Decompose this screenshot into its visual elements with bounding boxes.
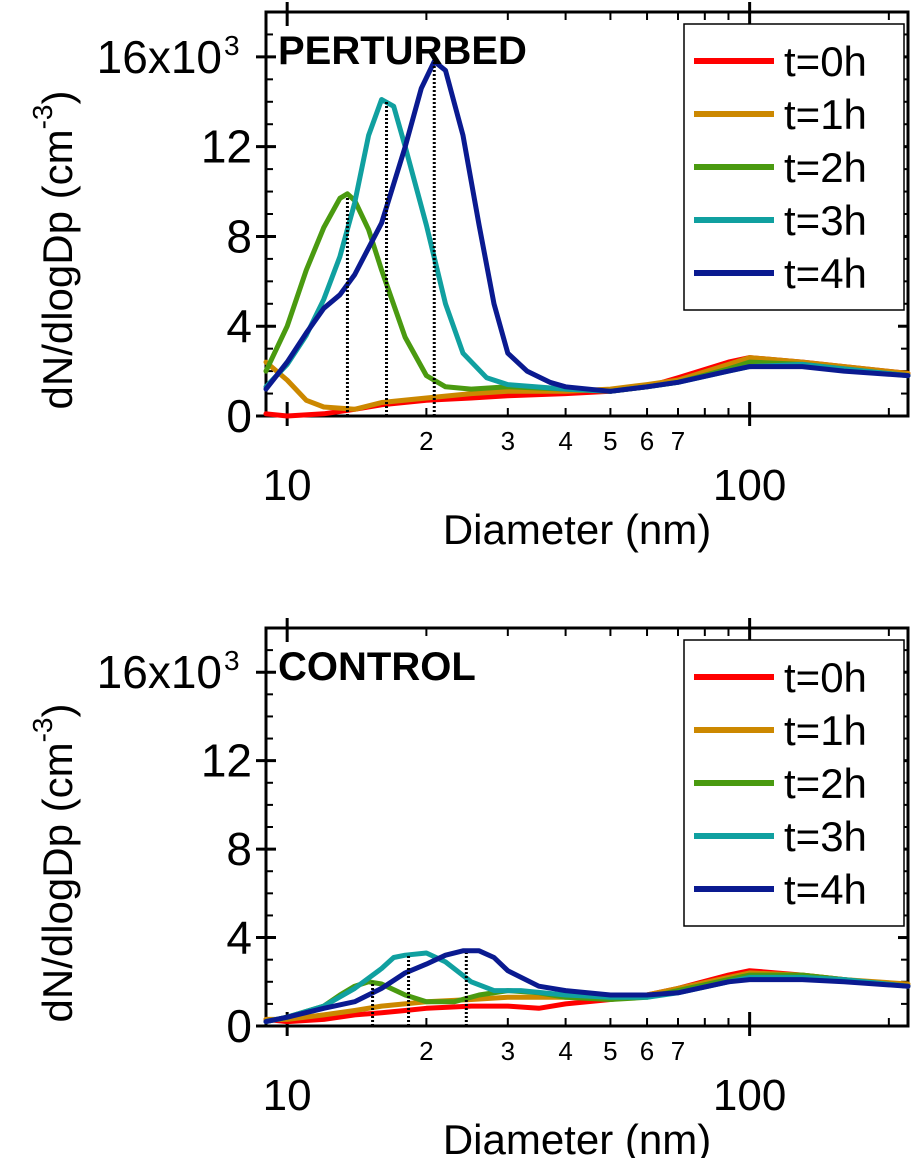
legend-label: t=4h [784,250,867,297]
y-tick-exponent: 3 [224,30,240,61]
y-tick-label: 12 [201,121,252,173]
y-axis-title-exponent: -3 [27,717,58,742]
series-line-t2h [263,191,911,394]
panel-label: CONTROL [278,645,476,689]
legend-label: t=0h [784,654,867,701]
y-tick-label: 12 [201,735,252,787]
x-minor-tick-label: 5 [603,426,617,456]
x-minor-tick-label: 6 [640,426,654,456]
y-axis-title: dN/dlogDp (cm-3) [27,90,81,409]
panel-label: PERTURBED [278,29,527,73]
series-line-t1h [263,355,911,412]
y-tick-label: 0 [226,390,252,442]
y-tick-label: 4 [226,300,252,352]
legend-label: t=1h [784,91,867,138]
x-axis-title: Diameter (nm) [443,506,711,553]
y-axis-title-close: ) [34,703,81,717]
legend-label: t=3h [784,197,867,244]
x-major-tick-label: 10 [263,461,312,510]
x-axis-title: Diameter (nm) [443,1116,711,1158]
y-axis-title-text: dN/dlogDp (cm-3) [27,90,81,409]
x-minor-tick-label: 3 [501,426,515,456]
x-minor-tick-label: 7 [671,426,685,456]
y-tick-label: 4 [226,912,252,964]
legend-label: t=2h [784,144,867,191]
x-major-tick-label: 100 [713,1071,786,1120]
y-axis-title-main: dN/dlogDp (cm [34,129,81,409]
y-tick-label: 16x10 [97,646,222,698]
x-minor-tick-label: 2 [419,426,433,456]
y-tick-label: 16x10 [97,31,222,83]
legend-label: t=3h [784,813,867,860]
x-minor-tick-label: 3 [501,1036,515,1066]
legend-label: t=1h [784,707,867,754]
legend-label: t=4h [784,866,867,913]
x-major-tick-label: 100 [713,461,786,510]
series-line-t4h [263,948,911,1025]
y-axis-title-close: ) [34,90,81,104]
legend-label: t=2h [784,760,867,807]
y-axis-title-exponent: -3 [27,104,58,129]
y-tick-label: 8 [226,823,252,875]
x-minor-tick-label: 7 [671,1036,685,1066]
x-minor-tick-label: 4 [558,1036,572,1066]
x-minor-tick-label: 2 [419,1036,433,1066]
series-line-t4h [263,58,911,394]
legend-label: t=0h [784,38,867,85]
x-minor-tick-label: 6 [640,1036,654,1066]
y-tick-label: 8 [226,210,252,262]
y-axis-title-main: dN/dlogDp (cm [34,742,81,1022]
y-axis-title-text: dN/dlogDp (cm-3) [27,703,81,1022]
y-tick-label: 0 [226,1000,252,1052]
x-minor-tick-label: 5 [603,1036,617,1066]
y-tick-exponent: 3 [224,645,240,676]
x-major-tick-label: 10 [263,1071,312,1120]
y-axis-title: dN/dlogDp (cm-3) [27,703,81,1022]
x-minor-tick-label: 4 [558,426,572,456]
